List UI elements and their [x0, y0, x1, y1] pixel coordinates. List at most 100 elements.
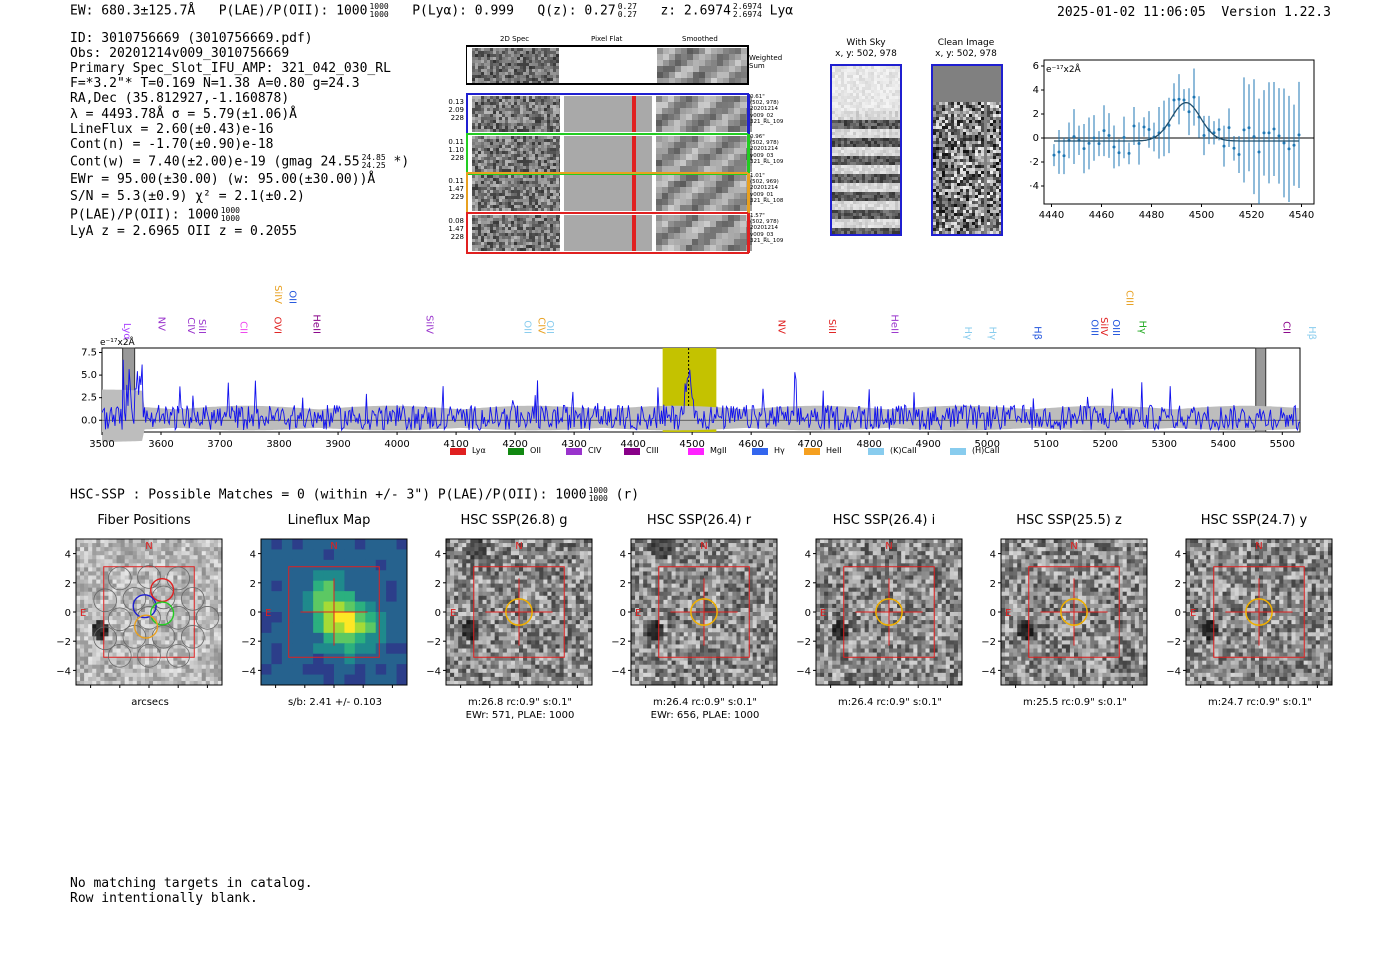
y-tick-label: 5.0: [81, 370, 97, 381]
meta-id: ID: 3010756669 (3010756669.pdf): [70, 31, 313, 46]
row-fiber-info: 0.61" (502, 978) 20201214 v009_02 321_RL_109: [750, 94, 784, 125]
fiber-orange: [133, 614, 159, 639]
emission-line-label: SiIV: [272, 285, 283, 304]
data-point: [1182, 98, 1186, 102]
cutout-caption: m:24.7 rc:0.9" s:0.1": [1207, 697, 1313, 708]
data-point: [1287, 147, 1291, 151]
meta-obs: Obs: 20201214v009_3010756669: [70, 46, 290, 61]
col-label-pixelflat: Pixel Flat: [591, 35, 623, 43]
x-tick-label: 4500: [679, 439, 704, 450]
meta-contn: Cont(n) = -1.70(±0.90)e-18: [70, 137, 274, 152]
cutout-title: HSC SSP(25.5) z: [1016, 513, 1122, 528]
meta-lambda: λ = 4493.78Å σ = 5.79(±1.06)Å: [70, 107, 297, 122]
plya-value: P(Lyα): 0.999: [412, 3, 514, 19]
meta-params: F=*3.2"* T=0.169 N=1.38 A=0.80 g=24.3: [70, 76, 360, 91]
search-box: [1213, 566, 1305, 658]
weighted-2dspec: [472, 48, 559, 84]
pixelflat-marker: [632, 175, 636, 211]
weighted-smoothed: [657, 48, 747, 84]
emission-line-label: SiIV: [1098, 317, 1109, 336]
x-tick-label: 4600: [738, 439, 763, 450]
x-tick-label: 5100: [1034, 439, 1059, 450]
y-tick-label: 4: [990, 550, 996, 561]
x-tick-label: 4520: [1239, 210, 1264, 221]
y-tick-label: −4: [611, 666, 626, 677]
fiber-green: [150, 601, 175, 626]
east-label: E: [450, 608, 456, 619]
cutout-title: HSC SSP(24.7) y: [1200, 513, 1308, 528]
row-pixelflat: [564, 136, 652, 172]
y-tick-label: 2: [805, 579, 811, 590]
data-point: [1267, 131, 1271, 135]
y-tick-label: 0.0: [81, 415, 97, 426]
plae-frac: 1000 1000: [369, 2, 389, 19]
x-tick-label: 4480: [1139, 210, 1164, 221]
row-2dspec: [472, 215, 562, 251]
col-label-smoothed: Smoothed: [682, 35, 718, 43]
emission-line-label: Hγ: [962, 327, 973, 341]
x-tick-label: 4200: [502, 439, 527, 450]
legend-swatch: [566, 448, 582, 455]
row-pixelflat: [564, 175, 652, 211]
x-tick-label: 5200: [1093, 439, 1118, 450]
cutout-title: Lineflux Map: [287, 513, 371, 528]
meta-radec: RA,Dec (35.812927,-1.160878): [70, 91, 290, 106]
legend-label: Hγ: [774, 446, 785, 455]
y-tick-label: 0: [805, 608, 811, 619]
y-tick-label: −2: [1030, 157, 1039, 168]
x-tick-label: 4000: [384, 439, 409, 450]
row-color-bar: [748, 173, 750, 213]
row-2dspec: [472, 136, 562, 172]
x-tick-label: 3500: [89, 439, 114, 450]
data-point: [1107, 134, 1111, 138]
fit-ylabel: e⁻¹⁷x2Å: [1046, 63, 1082, 75]
north-label: N: [700, 541, 707, 552]
fiber-blue: [132, 594, 157, 619]
fiber-circle: [166, 566, 190, 591]
y-tick-label: 6: [1033, 61, 1039, 72]
fiber-circle: [181, 587, 205, 611]
emission-line-label: OVI: [271, 317, 282, 335]
y-tick-label: 4: [1175, 550, 1181, 561]
cutout-caption: EWr: 571, PLAE: 1000: [465, 710, 575, 721]
emission-line-label: SiII: [196, 319, 207, 334]
full-spectrum-plot: 3500 3600 3700 3800 3900 4000 4100 4200 4300 4400…: [81, 285, 1317, 450]
fiber-circle: [166, 644, 190, 668]
x-tick-label: 3600: [148, 439, 173, 450]
data-point: [1127, 151, 1131, 155]
emission-line-label: HeII: [310, 314, 321, 334]
x-tick-label: 5400: [1211, 439, 1236, 450]
legend-swatch: [508, 448, 524, 455]
y-tick-label: 2.5: [81, 393, 97, 404]
cutout-caption: s/b: 2.41 +/- 0.103: [287, 697, 383, 708]
row-stats: 0.11 1.47 229: [448, 177, 464, 201]
y-tick-label: 2: [65, 579, 71, 590]
y-tick-label: 2: [1175, 579, 1181, 590]
fiber-circle: [108, 607, 132, 632]
search-box: [1028, 566, 1120, 658]
y-tick-label: 2: [1033, 109, 1039, 120]
emission-line-label: SiIV: [424, 315, 435, 334]
meta-lineflux: LineFlux = 2.60(±0.43)e-16: [70, 122, 274, 137]
y-tick-label: −2: [1166, 637, 1181, 648]
data-point: [1132, 124, 1136, 128]
x-tick-label: 4900: [915, 439, 940, 450]
with-sky-image: [830, 64, 902, 236]
spectrum-line: [101, 359, 1301, 432]
cutout-title: HSC SSP(26.4) r: [646, 513, 752, 528]
north-label: N: [885, 541, 892, 552]
emission-line-label: CIV: [185, 317, 196, 334]
emission-line-label: CIV: [536, 317, 547, 334]
cutout-caption: arcsecs: [131, 697, 169, 708]
legend-swatch: [688, 448, 704, 455]
fiber-circle: [93, 588, 117, 613]
data-point: [1057, 150, 1061, 154]
data-point: [1112, 145, 1116, 149]
row-stats: 0.11 1.10 228: [448, 138, 464, 162]
y-tick-label: −2: [796, 637, 811, 648]
emission-line-label: OIII: [1110, 319, 1121, 336]
east-label: E: [80, 608, 86, 619]
x-tick-label: 4540: [1289, 210, 1314, 221]
